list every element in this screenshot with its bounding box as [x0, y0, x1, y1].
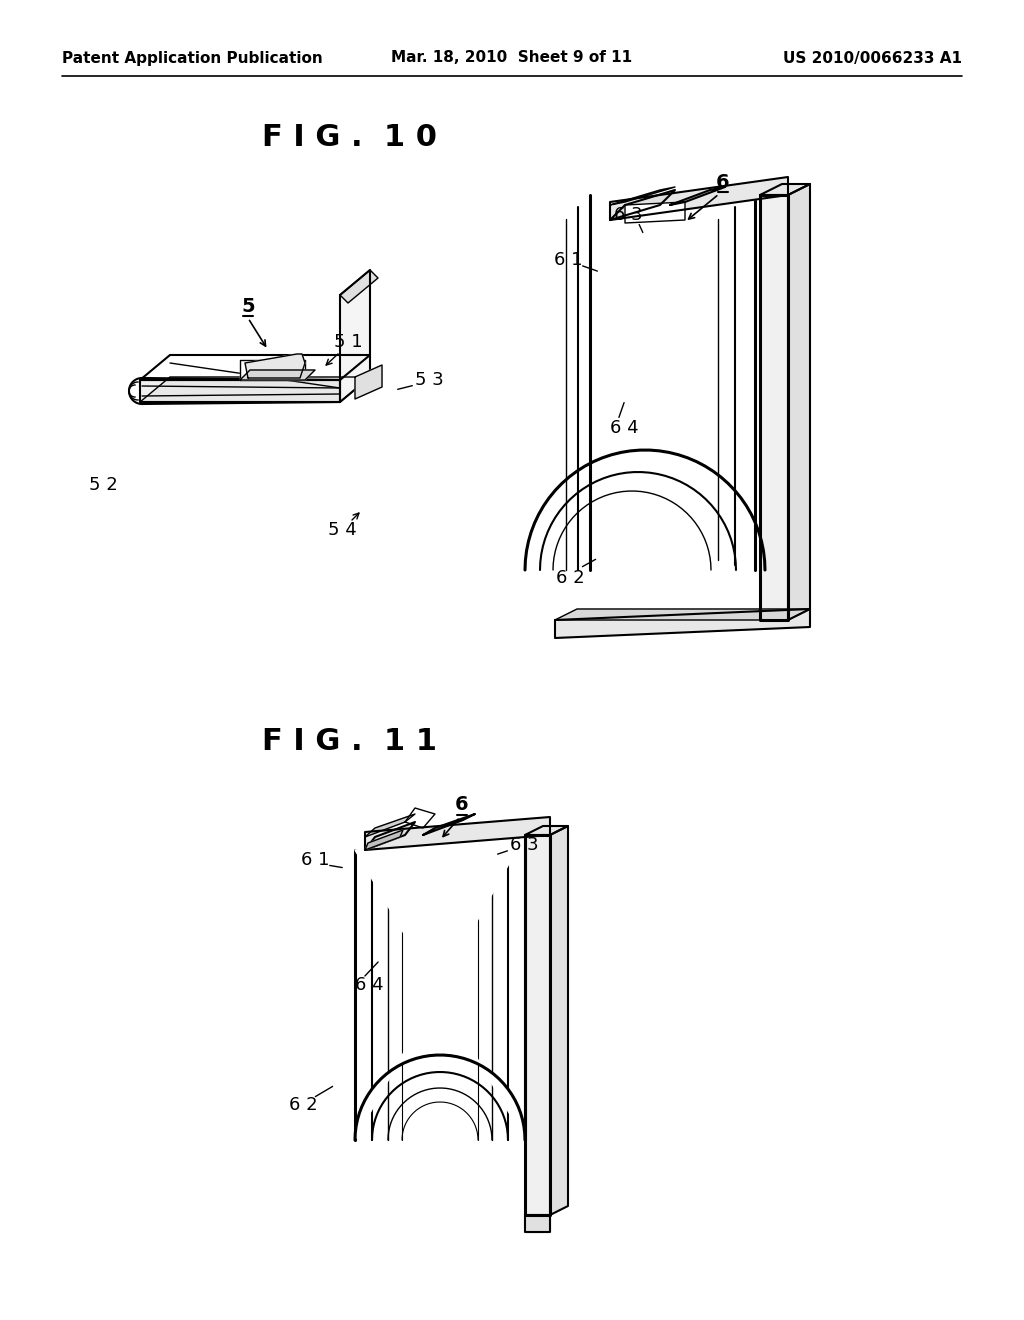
Text: Mar. 18, 2010  Sheet 9 of 11: Mar. 18, 2010 Sheet 9 of 11: [391, 50, 633, 66]
Polygon shape: [406, 808, 435, 828]
Polygon shape: [555, 609, 810, 638]
Polygon shape: [525, 836, 550, 1214]
Text: 6 2: 6 2: [556, 569, 585, 587]
Polygon shape: [788, 183, 810, 620]
Text: 6 1: 6 1: [554, 251, 583, 269]
Text: 5: 5: [242, 297, 255, 317]
Polygon shape: [625, 202, 685, 223]
Polygon shape: [525, 826, 568, 836]
Text: 5 1: 5 1: [334, 333, 362, 351]
Polygon shape: [355, 366, 382, 399]
Polygon shape: [140, 378, 370, 403]
Polygon shape: [340, 271, 370, 403]
Polygon shape: [760, 183, 810, 195]
Polygon shape: [365, 814, 415, 837]
Polygon shape: [423, 814, 475, 836]
Polygon shape: [240, 360, 305, 380]
Text: 6: 6: [716, 173, 730, 193]
Polygon shape: [365, 817, 550, 850]
Polygon shape: [340, 271, 378, 304]
Polygon shape: [760, 195, 788, 620]
Text: F I G .  1 1: F I G . 1 1: [262, 727, 437, 756]
Text: 6 3: 6 3: [510, 836, 539, 854]
Polygon shape: [610, 177, 788, 220]
Polygon shape: [140, 355, 370, 380]
Text: 5 2: 5 2: [89, 477, 118, 494]
Text: 6 2: 6 2: [289, 1096, 317, 1114]
Text: 5 3: 5 3: [415, 371, 443, 389]
Polygon shape: [245, 354, 305, 378]
Polygon shape: [365, 830, 403, 850]
Text: Patent Application Publication: Patent Application Publication: [62, 50, 323, 66]
Text: US 2010/0066233 A1: US 2010/0066233 A1: [783, 50, 962, 66]
Text: 6 1: 6 1: [301, 851, 330, 869]
Polygon shape: [670, 187, 725, 205]
Polygon shape: [365, 822, 415, 850]
Polygon shape: [525, 1214, 550, 1232]
Text: 6 4: 6 4: [355, 975, 384, 994]
Text: 6 3: 6 3: [613, 206, 642, 224]
Polygon shape: [610, 190, 675, 220]
Polygon shape: [240, 370, 315, 380]
Polygon shape: [550, 826, 568, 1214]
Text: F I G .  1 0: F I G . 1 0: [262, 124, 437, 153]
Polygon shape: [355, 836, 525, 1140]
Text: 5 4: 5 4: [328, 521, 356, 539]
Text: 6 4: 6 4: [610, 418, 639, 437]
Polygon shape: [610, 187, 675, 205]
Polygon shape: [555, 609, 810, 620]
Text: 6: 6: [456, 796, 469, 814]
Polygon shape: [140, 380, 340, 403]
